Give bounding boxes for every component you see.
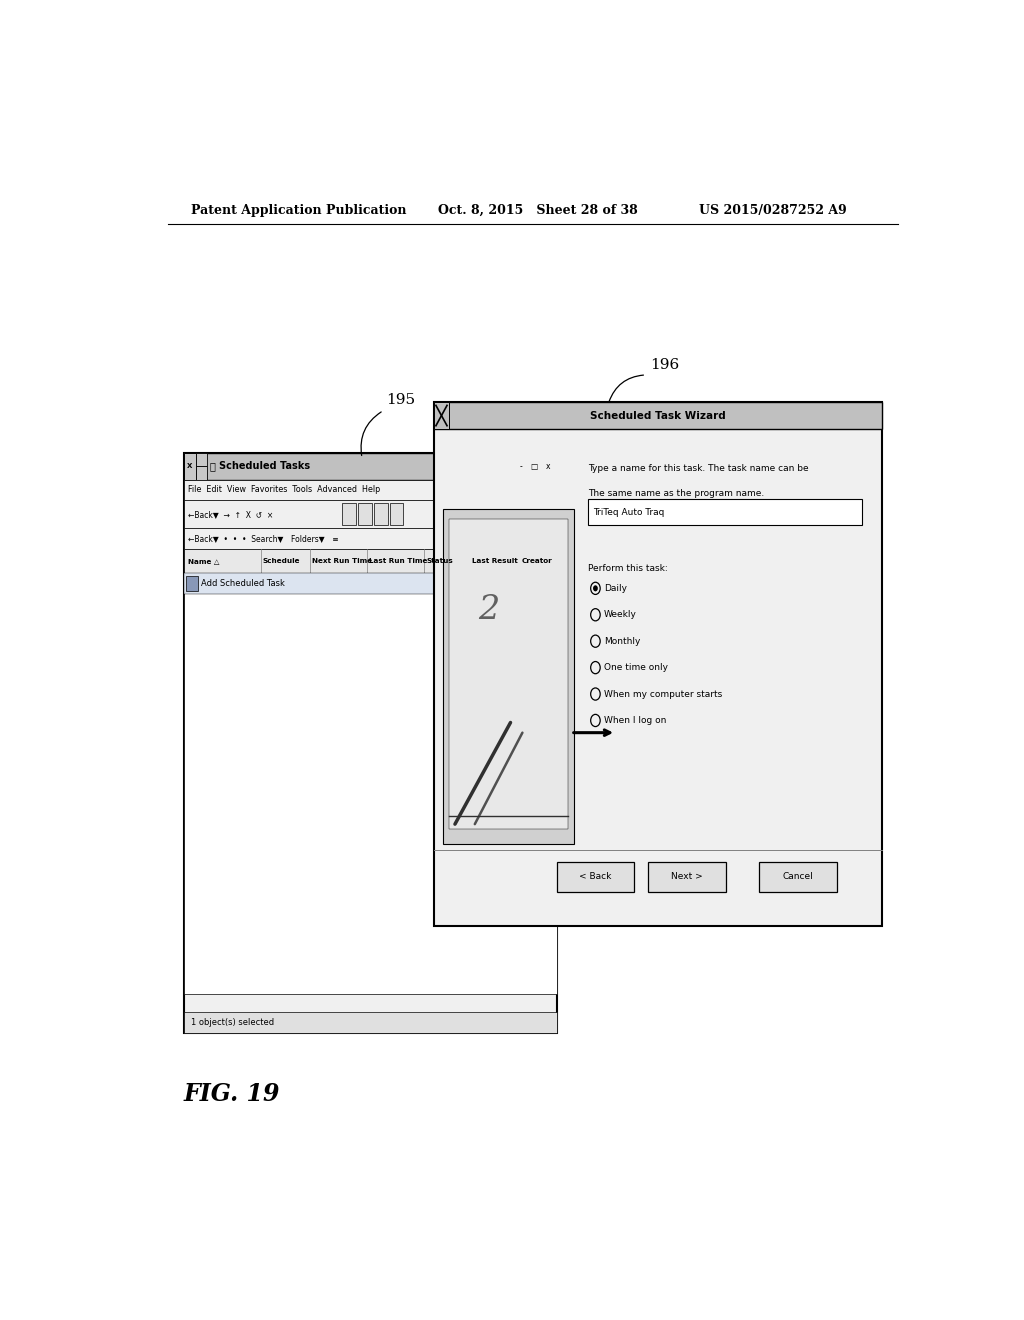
Text: x: x — [546, 462, 550, 471]
Text: ←Back▼  •  •  •  Search▼ Folders▼ ≡: ←Back▼ • • • Search▼ Folders▼ ≡ — [187, 535, 338, 543]
Text: Daily: Daily — [604, 583, 627, 593]
FancyBboxPatch shape — [390, 503, 403, 525]
Text: Next >: Next > — [671, 873, 702, 882]
FancyBboxPatch shape — [183, 1012, 557, 1032]
FancyBboxPatch shape — [374, 503, 387, 525]
FancyBboxPatch shape — [183, 528, 557, 549]
Text: Cancel: Cancel — [782, 873, 813, 882]
FancyBboxPatch shape — [759, 862, 837, 892]
Text: Scheduled Tasks: Scheduled Tasks — [219, 462, 310, 471]
FancyBboxPatch shape — [588, 499, 862, 525]
Text: Patent Application Publication: Patent Application Publication — [191, 205, 407, 216]
FancyBboxPatch shape — [358, 503, 372, 525]
Text: -: - — [519, 462, 522, 471]
Text: Perform this task:: Perform this task: — [588, 564, 668, 573]
Text: One time only: One time only — [604, 663, 669, 672]
Circle shape — [593, 585, 598, 591]
Text: ←Back▼  →  ↑  X  ↺  ×: ←Back▼ → ↑ X ↺ × — [187, 510, 278, 519]
FancyBboxPatch shape — [183, 453, 557, 1032]
Text: Weekly: Weekly — [604, 610, 637, 619]
Text: Status: Status — [426, 558, 454, 564]
Text: Monthly: Monthly — [604, 636, 641, 645]
Text: When I log on: When I log on — [604, 715, 667, 725]
Text: Name △: Name △ — [187, 558, 219, 564]
FancyBboxPatch shape — [183, 479, 557, 500]
FancyBboxPatch shape — [543, 455, 553, 478]
Text: File  Edit  View  Favorites  Tools  Advanced  Help: File Edit View Favorites Tools Advanced … — [188, 486, 381, 494]
FancyBboxPatch shape — [515, 455, 526, 478]
Text: US 2015/0287252 A9: US 2015/0287252 A9 — [699, 205, 847, 216]
FancyBboxPatch shape — [183, 453, 197, 479]
FancyBboxPatch shape — [183, 549, 557, 573]
FancyBboxPatch shape — [183, 500, 557, 528]
Text: Creator: Creator — [521, 558, 552, 564]
FancyBboxPatch shape — [648, 862, 726, 892]
FancyBboxPatch shape — [433, 403, 882, 429]
Text: The same name as the program name.: The same name as the program name. — [588, 488, 765, 498]
Text: Next Run Time: Next Run Time — [312, 558, 373, 564]
Text: Oct. 8, 2015   Sheet 28 of 38: Oct. 8, 2015 Sheet 28 of 38 — [437, 205, 637, 216]
Text: Schedule: Schedule — [263, 558, 300, 564]
FancyBboxPatch shape — [183, 453, 557, 479]
FancyBboxPatch shape — [197, 453, 207, 466]
FancyBboxPatch shape — [197, 466, 207, 479]
Text: Type a name for this task. The task name can be: Type a name for this task. The task name… — [588, 465, 809, 474]
FancyBboxPatch shape — [186, 576, 198, 591]
Text: Add Scheduled Task: Add Scheduled Task — [201, 579, 285, 589]
FancyBboxPatch shape — [183, 573, 557, 594]
Text: < Back: < Back — [580, 873, 611, 882]
Text: Last Result: Last Result — [472, 558, 518, 564]
Text: FIG. 19: FIG. 19 — [183, 1081, 280, 1106]
FancyBboxPatch shape — [342, 503, 355, 525]
FancyBboxPatch shape — [557, 862, 634, 892]
Text: When my computer starts: When my computer starts — [604, 689, 722, 698]
FancyBboxPatch shape — [433, 403, 882, 925]
FancyBboxPatch shape — [183, 573, 557, 994]
FancyBboxPatch shape — [450, 519, 567, 829]
Text: 2: 2 — [478, 594, 500, 626]
FancyBboxPatch shape — [443, 510, 574, 845]
Text: 195: 195 — [386, 393, 415, 408]
Text: X: X — [187, 463, 193, 470]
Text: ⌒: ⌒ — [210, 462, 216, 471]
Text: □: □ — [530, 462, 538, 471]
FancyBboxPatch shape — [528, 455, 540, 478]
Text: Last Run Time: Last Run Time — [370, 558, 428, 564]
FancyBboxPatch shape — [433, 403, 450, 429]
Text: TriTeq Auto Traq: TriTeq Auto Traq — [593, 508, 665, 516]
Text: 196: 196 — [650, 358, 680, 372]
Text: 1 object(s) selected: 1 object(s) selected — [191, 1018, 274, 1027]
Text: Scheduled Task Wizard: Scheduled Task Wizard — [590, 411, 726, 421]
